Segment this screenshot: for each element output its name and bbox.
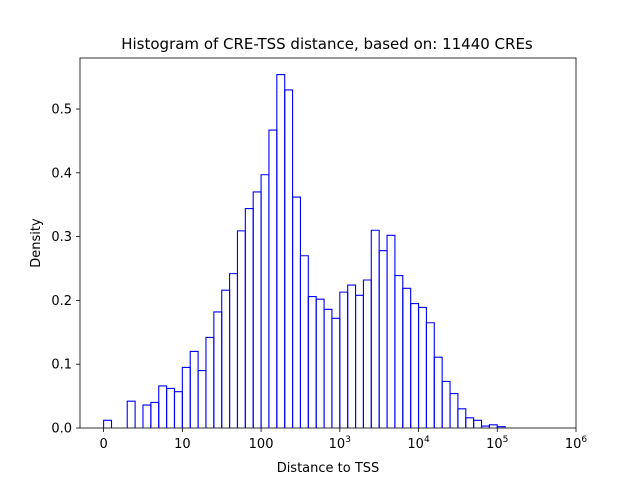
- histogram-bin: [394, 274, 404, 428]
- histogram-bin: [189, 350, 199, 428]
- histogram-bin: [473, 419, 483, 428]
- x-tick-label: 103: [329, 435, 351, 452]
- histogram-bin: [402, 287, 412, 428]
- histogram-bin: [126, 400, 136, 428]
- y-tick-label: 0.4: [51, 166, 72, 181]
- x-tick-label: 0: [99, 437, 107, 452]
- x-tick-label: 105: [486, 435, 508, 452]
- histogram-series: [103, 74, 506, 428]
- y-tick-label: 0.0: [51, 422, 72, 437]
- y-tick-label: 0.5: [51, 103, 72, 118]
- histogram-bin: [236, 230, 246, 428]
- histogram-bin: [457, 408, 467, 428]
- histogram-bin: [268, 129, 278, 428]
- histogram-bin: [449, 393, 459, 428]
- histogram-bin: [362, 279, 372, 428]
- histogram-bin: [465, 417, 475, 428]
- histogram-bin: [142, 404, 152, 428]
- histogram-bin: [315, 298, 325, 428]
- histogram-bin: [331, 317, 341, 428]
- histogram-bin: [244, 208, 254, 428]
- x-tick-label: 106: [565, 435, 588, 452]
- histogram-bin: [205, 336, 215, 428]
- x-tick-label: 10: [174, 437, 191, 452]
- histogram-bin: [276, 74, 286, 428]
- plot-frame: [79, 57, 577, 429]
- histogram-bin: [166, 387, 176, 428]
- histogram-bin: [150, 401, 160, 428]
- histogram-bin: [378, 250, 388, 428]
- histogram-bin: [158, 385, 168, 428]
- histogram-bin: [221, 289, 231, 428]
- histogram-bin: [410, 303, 420, 428]
- histogram-bin: [417, 306, 427, 428]
- y-tick-label: 0.2: [51, 294, 72, 309]
- histogram-bin: [260, 174, 270, 428]
- y-axis-label: Density: [29, 218, 44, 268]
- histogram-bin: [307, 296, 317, 428]
- histogram-bin: [213, 311, 223, 428]
- y-tick-label: 0.3: [51, 230, 72, 245]
- histogram-bin: [370, 229, 380, 428]
- x-axis: 0 10 100 103 104 105 106: [99, 428, 587, 452]
- x-axis-label: Distance to TSS: [277, 461, 380, 476]
- histogram-bin: [441, 380, 451, 428]
- histogram-bin: [425, 322, 435, 428]
- histogram-bin: [252, 191, 262, 428]
- histogram-bin: [386, 234, 396, 428]
- histogram-bin: [323, 308, 333, 428]
- y-axis: 0.0 0.1 0.2 0.3 0.4 0.5: [51, 103, 80, 437]
- histogram-bin: [355, 294, 364, 428]
- histogram-bin: [339, 291, 349, 428]
- histogram-bin: [197, 370, 207, 428]
- histogram-bin: [496, 426, 506, 428]
- x-tick-label: 104: [407, 435, 430, 452]
- histogram-bin: [347, 284, 357, 428]
- histogram-bin: [433, 356, 443, 428]
- histogram-bin: [181, 366, 191, 428]
- chart-title: Histogram of CRE-TSS distance, based on:…: [121, 35, 533, 53]
- x-tick-label: 100: [249, 437, 274, 452]
- histogram-bin: [173, 391, 183, 428]
- histogram-bin: [299, 255, 309, 428]
- histogram-bin: [488, 424, 498, 428]
- histogram-bin: [284, 89, 294, 428]
- histogram-bin: [103, 419, 113, 428]
- histogram-bin: [229, 273, 239, 428]
- y-tick-label: 0.1: [51, 358, 72, 373]
- histogram-bin: [292, 196, 301, 428]
